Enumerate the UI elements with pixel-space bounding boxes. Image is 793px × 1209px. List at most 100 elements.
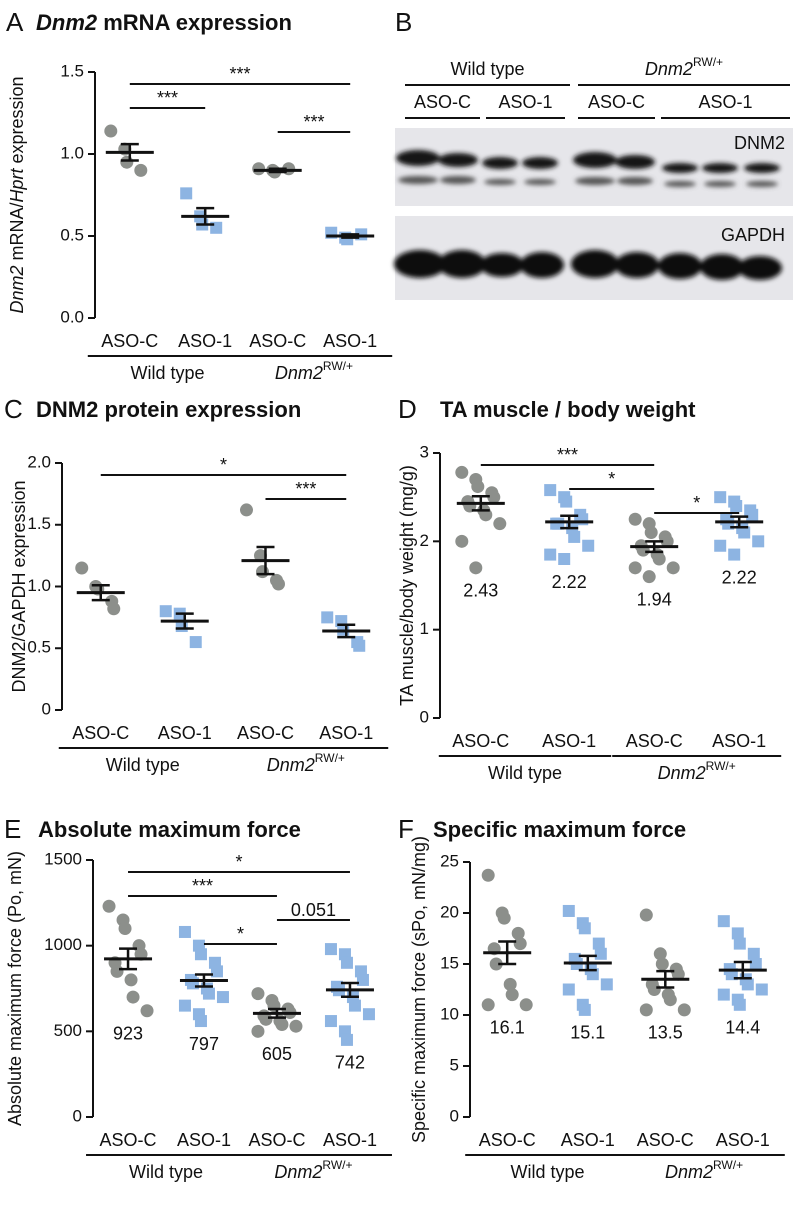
data-point bbox=[671, 967, 685, 981]
data-point bbox=[348, 999, 361, 1012]
error-bar bbox=[560, 514, 579, 530]
group-label: Wild type bbox=[129, 1162, 203, 1182]
mean-label: 2.22 bbox=[722, 567, 757, 587]
significance-label: *** bbox=[229, 64, 250, 84]
y-tick-label: 0 bbox=[450, 1106, 459, 1125]
x-tick-label: ASO-1 bbox=[542, 731, 596, 751]
data-point bbox=[353, 639, 366, 652]
x-tick-label: ASO-C bbox=[479, 1130, 536, 1150]
text-part: Dnm2 bbox=[275, 363, 323, 383]
text-part: DNM2/GAPDH expression bbox=[9, 480, 29, 692]
panel-letter: F bbox=[398, 814, 414, 844]
panel-letter: C bbox=[4, 394, 23, 424]
mean-label: 605 bbox=[262, 1044, 292, 1064]
error-bar bbox=[471, 495, 490, 512]
data-point bbox=[660, 534, 674, 548]
significance-label: * bbox=[693, 493, 700, 513]
x-tick-label: ASO-C bbox=[100, 1130, 157, 1150]
data-point bbox=[560, 495, 573, 508]
mean-label: 742 bbox=[335, 1053, 365, 1073]
lane-label: ASO-1 bbox=[698, 92, 752, 112]
chart-title: Absolute maximum force bbox=[38, 817, 301, 842]
data-point bbox=[194, 1015, 207, 1028]
y-tick-label: 0.0 bbox=[60, 307, 84, 326]
data-point bbox=[469, 561, 483, 575]
error-bar bbox=[119, 947, 138, 971]
text-part: RW/+ bbox=[693, 55, 723, 69]
group-label: Dnm2RW/+ bbox=[274, 1158, 352, 1182]
data-point bbox=[746, 508, 759, 521]
data-point bbox=[189, 636, 202, 649]
data-point bbox=[544, 548, 557, 561]
y-tick-label: 1500 bbox=[44, 849, 82, 868]
panel-letter: D bbox=[398, 394, 417, 424]
error-bar bbox=[196, 206, 215, 226]
group-label: Dnm2RW/+ bbox=[665, 1158, 743, 1182]
y-axis-label: Specific maximum force (sPo, mN/mg) bbox=[409, 836, 429, 1143]
y-tick-label: 1.0 bbox=[60, 143, 84, 162]
y-tick-label: 1.0 bbox=[27, 576, 51, 595]
y-tick-label: 2 bbox=[420, 531, 429, 550]
data-point bbox=[251, 1024, 265, 1038]
data-point bbox=[489, 957, 503, 971]
data-point bbox=[259, 1012, 273, 1026]
x-tick-label: ASO-1 bbox=[323, 1130, 377, 1150]
data-point bbox=[202, 987, 215, 1000]
data-point bbox=[455, 465, 469, 479]
error-bar bbox=[341, 233, 360, 239]
data-point bbox=[321, 611, 334, 624]
text-part: RW/+ bbox=[322, 1158, 352, 1172]
panel-letter: A bbox=[6, 7, 24, 37]
data-point bbox=[252, 162, 266, 176]
data-point bbox=[562, 904, 575, 917]
text-part: RW/+ bbox=[706, 759, 736, 773]
data-point bbox=[102, 899, 116, 913]
data-point bbox=[755, 983, 768, 996]
blot-images bbox=[394, 128, 793, 300]
data-point bbox=[110, 964, 124, 978]
x-tick-label: ASO-1 bbox=[716, 1130, 770, 1150]
significance-label: * bbox=[237, 924, 244, 944]
data-point bbox=[513, 937, 527, 951]
data-point bbox=[652, 552, 666, 566]
error-bar bbox=[175, 612, 194, 630]
text-part: Dnm2 bbox=[36, 10, 98, 35]
mean-label: 15.1 bbox=[570, 1023, 605, 1043]
mean-label: 16.1 bbox=[490, 1018, 525, 1038]
data-point bbox=[120, 155, 134, 169]
data-point bbox=[644, 526, 658, 539]
error-bar bbox=[91, 584, 110, 602]
data-point bbox=[752, 535, 765, 548]
error-bar bbox=[498, 940, 517, 966]
error-bar bbox=[120, 142, 139, 162]
text-part: Specific maximum force (sPo, mN/mg) bbox=[409, 836, 429, 1143]
y-tick-label: 2.0 bbox=[27, 452, 51, 471]
data-point bbox=[592, 937, 605, 950]
text-part: Dnm2 bbox=[658, 763, 706, 783]
y-axis-label: Dnm2 mRNA/Hprt expression bbox=[7, 76, 27, 313]
data-point bbox=[324, 1015, 337, 1028]
chart-title: Dnm2 mRNA expression bbox=[36, 10, 292, 35]
data-point bbox=[655, 957, 669, 971]
text-part: Dnm2 bbox=[7, 266, 27, 314]
group-label: Dnm2RW/+ bbox=[658, 759, 736, 783]
panel-letter: E bbox=[4, 814, 21, 844]
group-label: Dnm2RW/+ bbox=[275, 359, 353, 383]
data-point bbox=[738, 526, 751, 539]
group-label: Dnm2RW/+ bbox=[645, 55, 723, 79]
lane-label: ASO-C bbox=[414, 92, 471, 112]
data-point bbox=[289, 1019, 303, 1033]
mean-label: 797 bbox=[189, 1034, 219, 1054]
significance-label: 0.051 bbox=[291, 900, 336, 920]
data-point bbox=[340, 1033, 353, 1046]
data-point bbox=[647, 983, 661, 996]
significance-label: *** bbox=[303, 112, 324, 132]
data-point bbox=[455, 534, 469, 548]
data-point bbox=[118, 922, 132, 936]
error-bar bbox=[256, 545, 275, 576]
text-part: TA muscle/body weight (mg/g) bbox=[397, 465, 417, 706]
y-tick-label: 25 bbox=[440, 851, 459, 870]
data-point bbox=[481, 868, 495, 882]
group-label: Wild type bbox=[510, 1162, 584, 1182]
